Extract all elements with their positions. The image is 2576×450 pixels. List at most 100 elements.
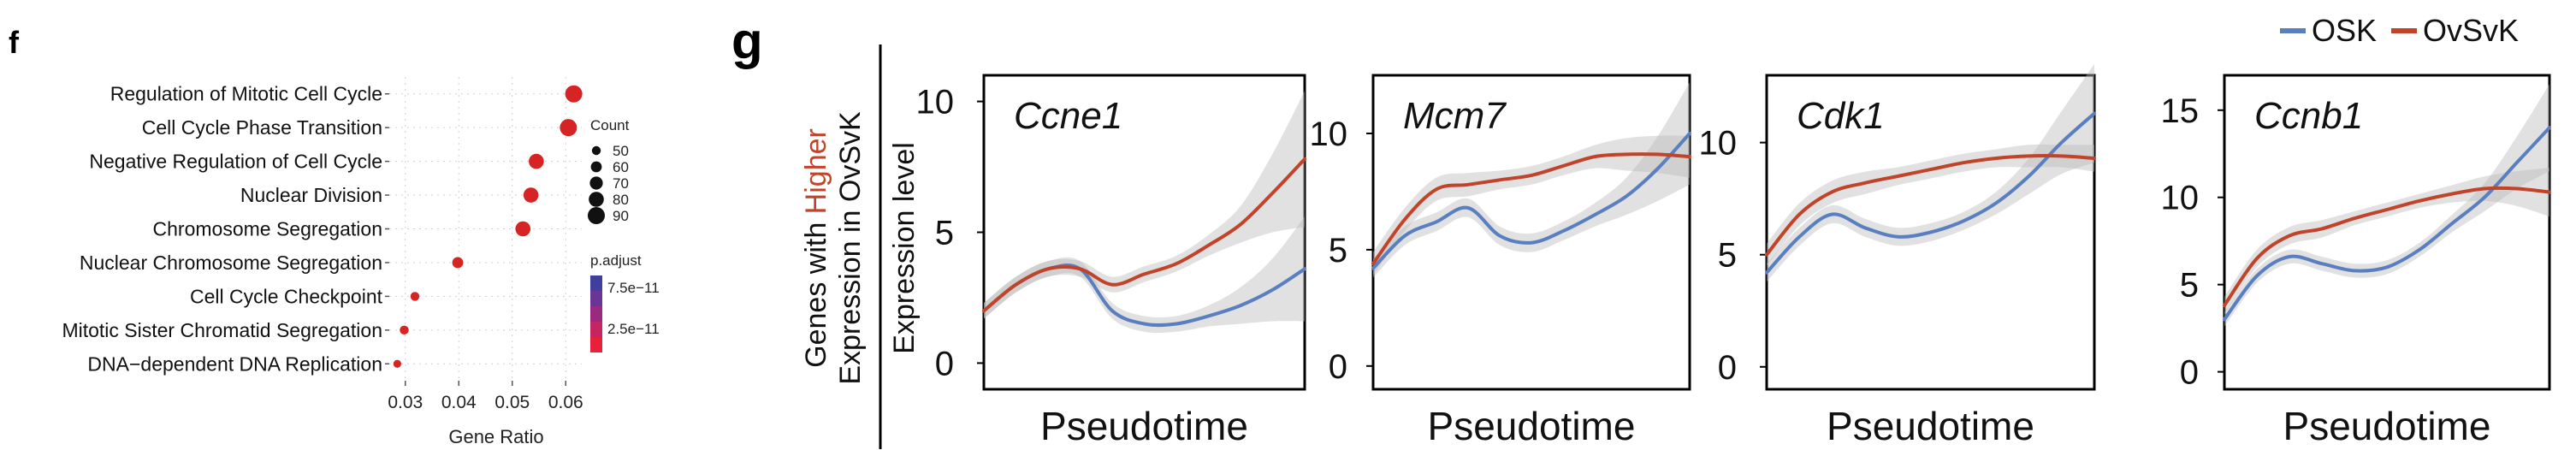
dot-plot-category-label: Mitotic Sister Chromatid Segregation <box>62 319 382 341</box>
series-line-osk <box>1371 132 1691 270</box>
dot-plot-point <box>410 292 420 301</box>
confidence-band-osk <box>1373 82 1690 278</box>
count-legend-dot <box>591 145 601 156</box>
dot-plot-category-label: Cell Cycle Phase Transition <box>142 116 382 139</box>
padjust-colorbar <box>590 275 602 352</box>
dot-plot-category-label: Chromosome Segregation <box>153 218 382 240</box>
dot-plot-point <box>393 359 401 368</box>
padjust-colorbar-2 <box>590 291 602 306</box>
series-line-ovsvk <box>2223 186 2551 308</box>
line-panel-x-axis-label: Pseudotime <box>1827 404 2034 448</box>
dot-plot: Regulation of Mitotic Cell Cycle Cell Cyc… <box>62 77 660 447</box>
count-legend-dot <box>589 192 604 207</box>
count-legend-label: 70 <box>613 175 629 192</box>
line-panel-y-tick-label: 5 <box>1718 237 1737 275</box>
dot-plot-category-label: Nuclear Chromosome Segregation <box>80 252 382 274</box>
confidence-band-osk <box>1767 63 2094 282</box>
dot-plot-x-tick-label: 0.05 <box>494 393 530 412</box>
line-panel: 0 5 10 15 Ccnb1 Pseudotime <box>2161 74 2551 448</box>
dot-plot-point <box>400 325 409 335</box>
panel-g-y-label-prefix: Genes with <box>800 214 832 368</box>
line-panel-gene-title: Ccne1 <box>1014 95 1122 137</box>
line-panel-x-axis-label: Pseudotime <box>1428 404 1636 448</box>
line-panel-x-axis-label: Pseudotime <box>2283 404 2491 448</box>
line-panel-frame <box>982 74 1306 391</box>
dot-plot-x-ticks: 0.03 0.04 0.05 0.06 <box>388 381 583 412</box>
count-legend-label: 80 <box>613 192 629 208</box>
count-legend-dot <box>588 207 605 224</box>
count-legend-label: 90 <box>613 208 629 224</box>
dot-plot-point <box>565 85 583 103</box>
padjust-colorbar-4 <box>590 322 602 337</box>
line-panel-y-tick-label: 5 <box>1329 232 1347 269</box>
line-panel: 0 5 10 Cdk1 Pseudotime <box>1699 63 2096 448</box>
line-panel: 0 5 10 Ccne1 Pseudotime <box>916 74 1306 448</box>
dot-plot-point <box>560 119 577 137</box>
line-panel-frame <box>2223 74 2551 391</box>
padjust-colorbar-1 <box>590 275 602 291</box>
dot-plot-x-tick-label: 0.04 <box>441 393 477 412</box>
series-line-ovsvk <box>1371 152 1691 266</box>
padjust-legend-high: 7.5e−11 <box>607 280 660 296</box>
dot-plot-x-axis-label: Gene Ratio <box>448 426 543 447</box>
count-legend-dot <box>590 161 602 173</box>
padjust-legend-title: p.adjust <box>590 252 642 269</box>
confidence-band-ovsvk <box>1373 135 1690 275</box>
dot-plot-category-label: Nuclear Division <box>240 184 382 206</box>
line-panel: 0 5 10 Mcm7 Pseudotime <box>1310 74 1691 448</box>
legend-ovsvk-label: OvSvK <box>2423 13 2519 48</box>
dot-plot-category-label: DNA−dependent DNA Replication <box>87 352 382 375</box>
line-panel-y-tick-label: 10 <box>1310 115 1348 153</box>
panel-g-y-label-line2: Expression in OvSvK <box>834 111 867 385</box>
line-panel-y-tick-label: 10 <box>2161 180 2200 217</box>
line-panel-y-tick-label: 0 <box>1329 348 1347 386</box>
series-legend: OSK OvSvK <box>2280 13 2519 48</box>
padjust-colorbar-3 <box>590 306 602 322</box>
line-panel-gene-title: Ccnb1 <box>2254 95 2363 137</box>
series-line-ovsvk <box>982 157 1306 313</box>
dot-plot-x-tick-label: 0.03 <box>388 393 423 412</box>
line-panel-y-tick-label: 10 <box>1699 125 1738 163</box>
legend-osk-label: OSK <box>2312 13 2377 48</box>
dot-plot-point <box>515 221 531 237</box>
panel-g-y-label-expression: Expression level <box>888 142 921 354</box>
line-panel-y-tick-label: 5 <box>935 215 954 252</box>
line-panel-y-tick-label: 0 <box>935 345 954 382</box>
line-panel-gene-title: Mcm7 <box>1403 95 1507 137</box>
count-legend-title: Count <box>590 117 630 133</box>
line-panel-frame <box>1371 74 1691 391</box>
series-line-osk <box>1765 111 2096 275</box>
padjust-legend-low: 2.5e−11 <box>607 321 660 337</box>
dot-plot-x-tick-label: 0.06 <box>548 393 583 412</box>
confidence-band-osk <box>2224 84 2549 327</box>
count-legend-dot <box>589 176 603 190</box>
dot-plot-point <box>523 187 539 203</box>
confidence-band-ovsvk <box>2224 168 2549 315</box>
line-panels: 0 5 10 Ccne1 Pseudotime 0 5 10 Mcm7 Pseudotime 0 5 1… <box>916 63 2551 448</box>
count-legend-label: 50 <box>613 143 629 159</box>
panel-g-y-label: Genes with Higher Expression in OvSvK Ex… <box>800 44 921 449</box>
line-panel-y-tick-label: 0 <box>2180 354 2199 392</box>
line-panel-x-axis-label: Pseudotime <box>1040 404 1248 448</box>
panel-g-y-label-line1: Genes with Higher <box>800 128 832 368</box>
line-panel-y-tick-label: 0 <box>1718 349 1737 387</box>
dot-plot-point <box>529 153 544 169</box>
line-panel-y-tick-label: 10 <box>916 84 955 121</box>
padjust-colorbar-5 <box>590 337 602 352</box>
dot-plot-category-label: Regulation of Mitotic Cell Cycle <box>110 83 382 105</box>
panel-g-y-label-highlight: Higher <box>800 128 832 214</box>
panel-f-letter: f <box>9 25 20 60</box>
line-panel-gene-title: Cdk1 <box>1797 95 1885 137</box>
line-panel-y-tick-label: 5 <box>2180 267 2199 305</box>
dot-plot-category-label: Cell Cycle Checkpoint <box>190 285 383 307</box>
confidence-band-osk <box>984 216 1305 334</box>
confidence-band-ovsvk <box>984 91 1305 319</box>
count-legend-label: 60 <box>613 159 629 175</box>
panel-g-letter: g <box>731 12 763 69</box>
dot-plot-point <box>452 257 464 269</box>
series-line-ovsvk <box>1765 154 2096 257</box>
dot-plot-rows: Regulation of Mitotic Cell Cycle Cell Cyc… <box>62 83 583 375</box>
dot-plot-category-label: Negative Regulation of Cell Cycle <box>89 151 382 173</box>
